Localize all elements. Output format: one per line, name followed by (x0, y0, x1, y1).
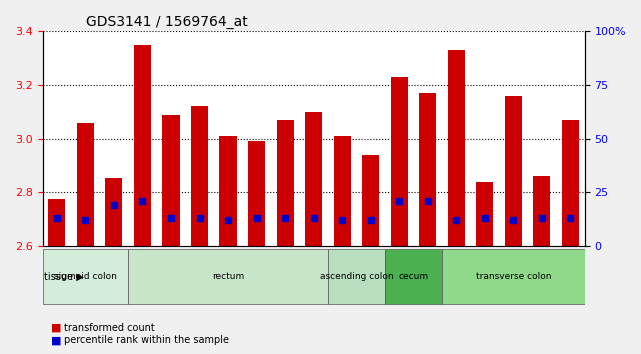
Text: transformed count: transformed count (64, 323, 155, 333)
Text: percentile rank within the sample: percentile rank within the sample (64, 335, 229, 346)
FancyBboxPatch shape (442, 249, 585, 304)
Text: tissue ▶: tissue ▶ (44, 272, 84, 281)
Bar (134, 45, 151, 246)
Bar (562, 120, 579, 246)
Text: ascending colon: ascending colon (320, 272, 393, 281)
Bar (219, 136, 237, 246)
Bar (419, 93, 437, 246)
Bar (48, 199, 65, 246)
Text: sigmoid colon: sigmoid colon (54, 272, 117, 281)
Bar (333, 136, 351, 246)
Bar (305, 112, 322, 246)
Bar (191, 107, 208, 246)
Bar (276, 120, 294, 246)
Bar (476, 182, 494, 246)
FancyBboxPatch shape (42, 249, 128, 304)
Bar (390, 77, 408, 246)
Bar (504, 96, 522, 246)
Bar (248, 141, 265, 246)
Text: ■: ■ (51, 335, 62, 346)
Text: transverse colon: transverse colon (476, 272, 551, 281)
FancyBboxPatch shape (128, 249, 328, 304)
FancyBboxPatch shape (328, 249, 385, 304)
Bar (447, 50, 465, 246)
Bar (77, 122, 94, 246)
Text: ■: ■ (51, 323, 62, 333)
Text: rectum: rectum (212, 272, 244, 281)
Bar (105, 177, 122, 246)
Bar (533, 176, 551, 246)
Text: cecum: cecum (399, 272, 429, 281)
Text: GDS3141 / 1569764_at: GDS3141 / 1569764_at (86, 15, 247, 29)
Bar (362, 155, 379, 246)
Bar (162, 114, 179, 246)
FancyBboxPatch shape (385, 249, 442, 304)
